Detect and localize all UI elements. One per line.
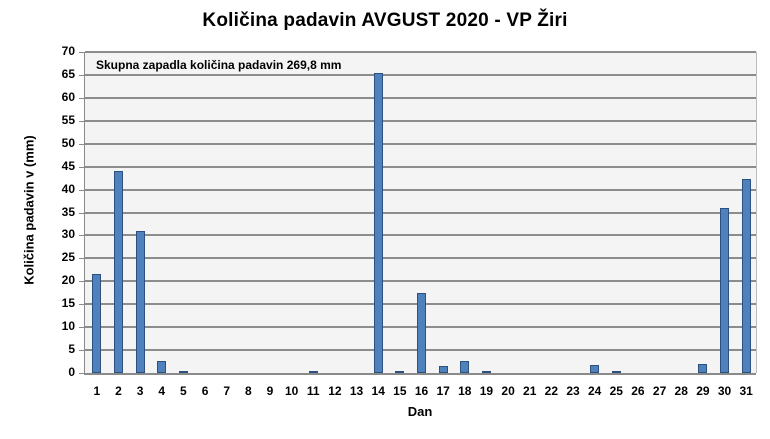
y-tick-mark: [79, 327, 84, 329]
bar-day-31: [741, 179, 751, 373]
y-tick-label: 30: [61, 227, 75, 242]
bar-day-16: [417, 293, 426, 373]
bar-day-18: [460, 360, 470, 373]
chart-title: Količina padavin AVGUST 2020 - VP Žiri: [202, 10, 568, 31]
y-tick-label: 10: [61, 319, 75, 334]
y-tick-mark: [79, 97, 84, 99]
x-tick-label: 22: [544, 384, 559, 398]
y-tick-label: 60: [61, 89, 75, 104]
y-tick-mark: [79, 235, 84, 237]
x-axis-line: [84, 373, 756, 375]
x-tick-label: 27: [652, 384, 667, 398]
x-axis-title: Dan: [407, 404, 433, 419]
y-tick-label: 0: [68, 365, 75, 379]
x-tick-label: 30: [717, 384, 732, 398]
bar-day-17: [438, 366, 448, 373]
x-tick-label: 7: [223, 384, 231, 398]
x-tick-label: 29: [696, 384, 710, 398]
y-tick-label: 70: [61, 44, 75, 58]
gridline: [85, 73, 756, 76]
gridline: [85, 51, 756, 53]
y-tick-label: 35: [61, 204, 75, 219]
x-tick-label: 8: [244, 384, 252, 398]
x-tick-label: 26: [631, 384, 645, 398]
y-tick-label: 55: [61, 112, 75, 127]
x-tick-label: 15: [393, 384, 407, 398]
bar-day-1: [92, 273, 102, 373]
y-tick-label: 50: [61, 135, 75, 150]
y-tick-mark: [79, 166, 84, 168]
gridline: [85, 280, 756, 283]
x-tick-label: 9: [266, 384, 274, 398]
x-tick-label: 17: [436, 384, 450, 398]
y-tick-label: 20: [61, 273, 75, 288]
y-tick-mark: [79, 258, 84, 260]
x-tick-label: 2: [115, 384, 122, 398]
x-tick-label: 25: [609, 384, 623, 398]
bar-day-14: [373, 73, 383, 373]
x-tick-label: 14: [371, 384, 385, 398]
x-tick-label: 20: [501, 384, 515, 398]
y-tick-mark: [79, 143, 84, 145]
gridline: [85, 119, 756, 122]
y-tick-label: 15: [61, 296, 75, 311]
x-tick-label: 12: [328, 384, 342, 398]
y-axis-line: [84, 52, 85, 374]
bar-day-24: [590, 364, 600, 373]
y-tick-mark: [79, 373, 84, 374]
y-tick-mark: [79, 120, 84, 122]
bar-day-25: [611, 371, 621, 373]
x-tick-label: 4: [158, 384, 166, 398]
x-tick-label: 6: [201, 384, 209, 398]
y-tick-label: 65: [61, 66, 75, 81]
gridline: [85, 165, 756, 168]
x-tick-label: 28: [674, 384, 688, 398]
bar-day-15: [395, 370, 405, 373]
x-tick-label: 13: [349, 384, 364, 398]
y-tick-label: 25: [61, 250, 75, 265]
x-tick-label: 21: [523, 384, 537, 398]
bar-day-19: [481, 371, 491, 373]
x-tick-label: 10: [284, 384, 299, 398]
y-tick-mark: [79, 52, 84, 53]
bar-day-3: [135, 231, 145, 373]
x-tick-label: 5: [180, 384, 187, 398]
y-tick-mark: [79, 212, 84, 214]
bar-day-4: [157, 361, 167, 373]
y-tick-mark: [79, 74, 84, 76]
y-tick-mark: [79, 350, 84, 352]
y-tick-mark: [79, 189, 84, 191]
gridline: [85, 234, 756, 237]
gridline: [85, 188, 756, 191]
x-tick-label: 3: [136, 384, 144, 398]
y-tick-label: 45: [61, 158, 75, 173]
bar-day-5: [178, 371, 188, 373]
x-tick-label: 24: [587, 384, 602, 398]
y-axis-title: Količina padavin v (mm): [21, 135, 37, 285]
gridline: [85, 96, 756, 99]
y-tick-mark: [79, 281, 84, 283]
gridline: [85, 211, 756, 214]
bar-day-30: [720, 208, 730, 373]
x-tick-label: 16: [414, 384, 429, 398]
x-tick-label: 31: [739, 384, 753, 398]
gridline: [85, 257, 756, 260]
y-tick-label: 40: [61, 181, 75, 196]
y-tick-mark: [79, 304, 84, 306]
x-tick-label: 23: [566, 384, 580, 398]
y-tick-label: 5: [68, 342, 75, 357]
total-annotation: Skupna zapadla količina padavin 269,8 mm: [96, 58, 342, 72]
x-tick-label: 1: [93, 384, 101, 398]
bar-day-2: [113, 171, 123, 373]
bar-day-29: [698, 363, 708, 373]
bar-day-11: [308, 371, 318, 373]
plot-area: [85, 51, 757, 373]
x-tick-label: 18: [458, 384, 472, 398]
gridline: [85, 142, 756, 145]
x-tick-label: 11: [306, 384, 320, 398]
x-tick-label: 19: [479, 384, 494, 398]
